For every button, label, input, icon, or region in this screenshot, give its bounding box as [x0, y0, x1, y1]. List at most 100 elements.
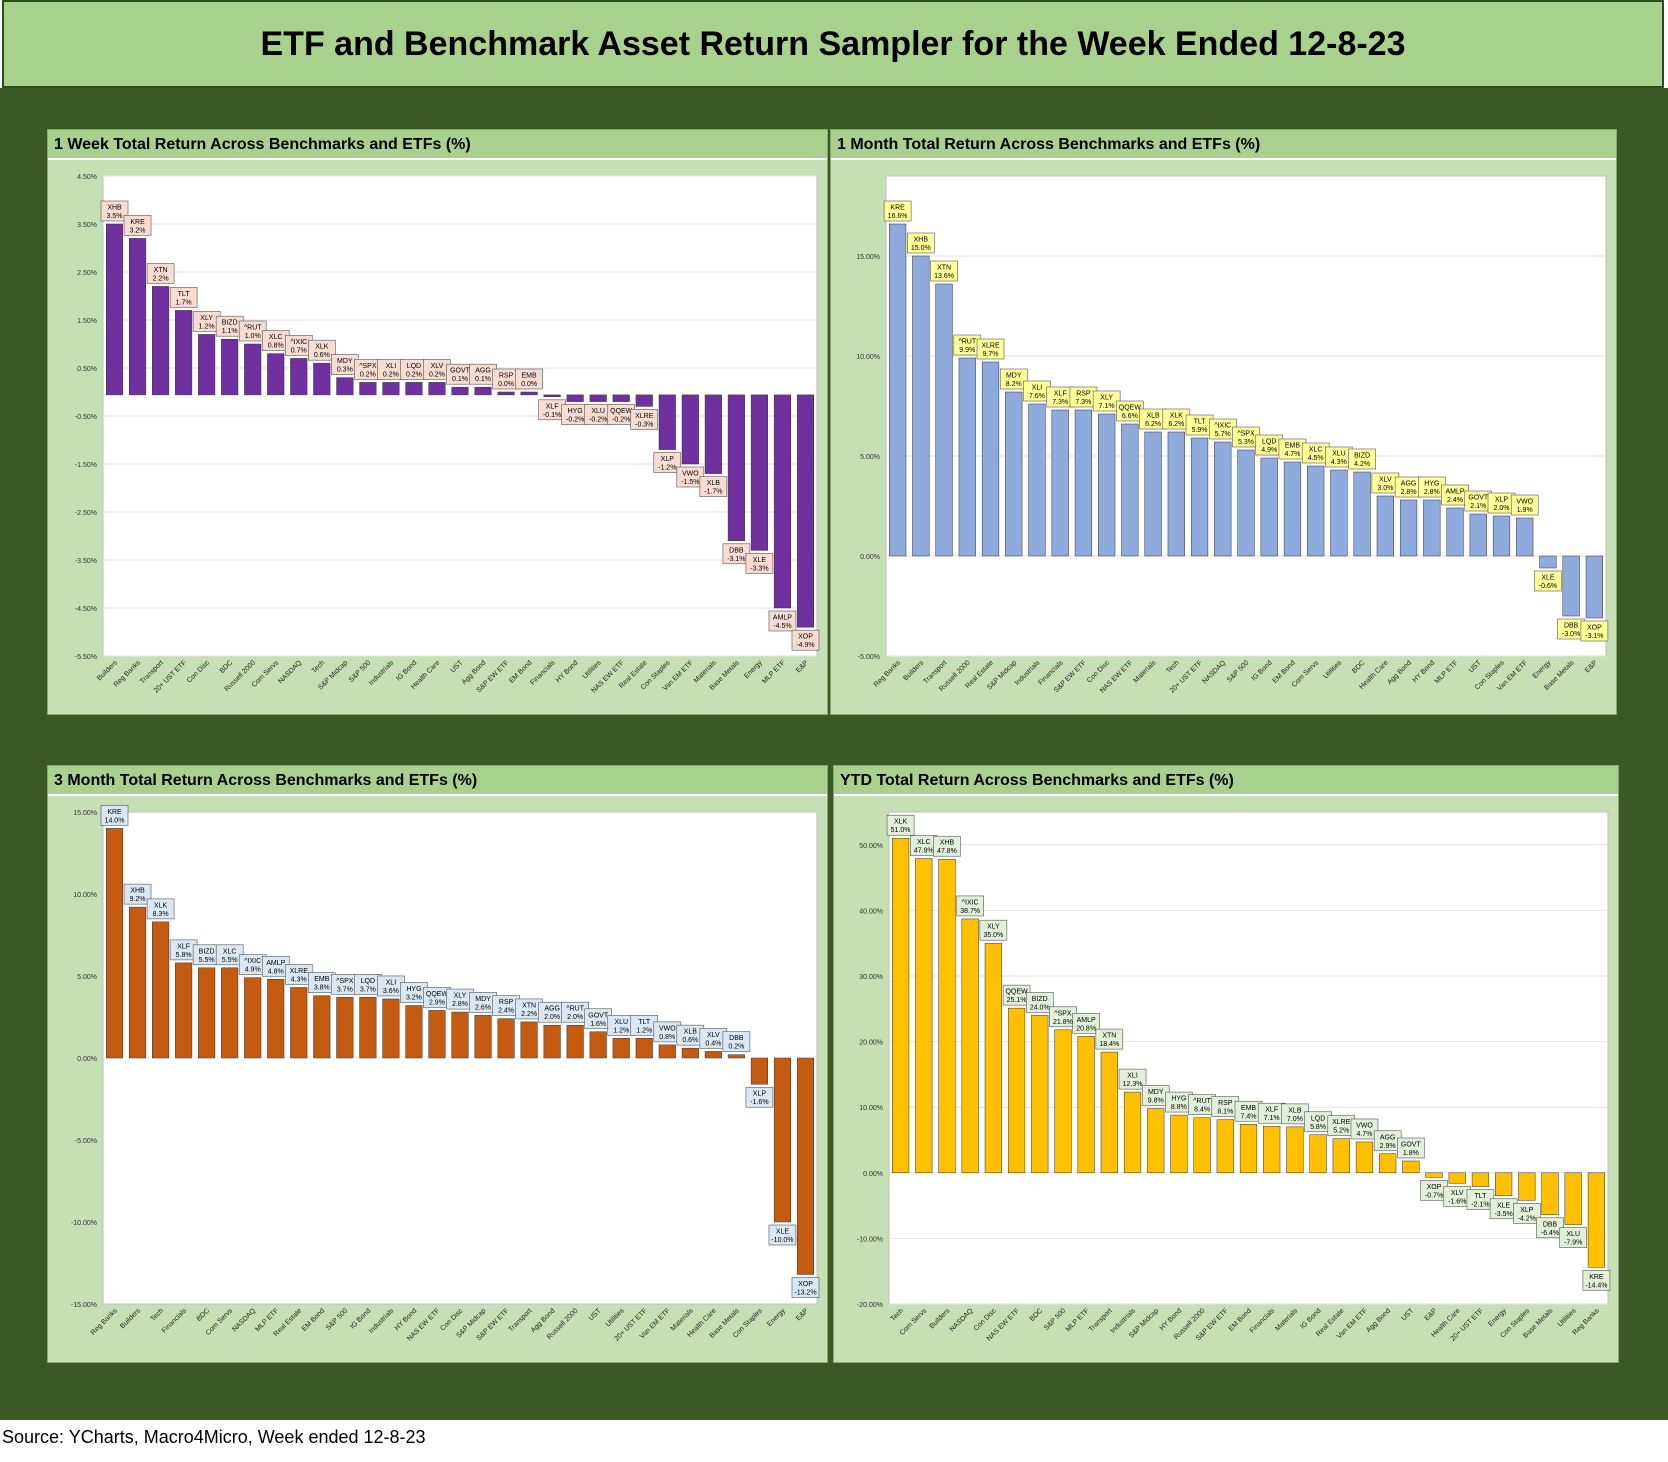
bar — [105, 828, 124, 1059]
data-label-value: 3.6% — [383, 988, 399, 995]
data-label-ticker: XOP — [1587, 625, 1602, 632]
data-label-box — [791, 1277, 820, 1298]
x-category-label: S&P 500 — [1226, 659, 1250, 683]
y-tick-label: 4.50% — [77, 174, 97, 181]
data-label-box — [100, 200, 129, 222]
x-category-label: NASDAQ — [1201, 659, 1227, 685]
data-label-box — [699, 476, 728, 497]
data-label-value: 47.8% — [937, 848, 957, 855]
data-label-ticker: XTN — [937, 265, 951, 272]
bar — [589, 394, 607, 402]
data-label-ticker: AMLP — [266, 960, 285, 967]
data-label-value: -0.6% — [1539, 583, 1557, 590]
bar — [750, 394, 768, 551]
data-label-ticker: XLB — [1288, 1107, 1302, 1114]
bar — [451, 1011, 469, 1059]
data-label-box — [930, 260, 958, 282]
bar — [382, 382, 400, 396]
data-label-ticker: HYG — [1171, 1096, 1186, 1103]
data-label-box — [1072, 1013, 1100, 1034]
bar — [1564, 1172, 1582, 1225]
bar — [635, 1038, 653, 1059]
bar — [704, 1051, 722, 1059]
chart-board: 1 Week Total Return Across Benchmarks an… — [0, 88, 1668, 1420]
bar — [1237, 449, 1255, 557]
data-label-value: 18.4% — [1099, 1041, 1119, 1048]
data-label-ticker: AGG — [1380, 1134, 1396, 1141]
data-label-box — [791, 629, 820, 651]
chart-ytd-svg: 50.00% 40.00% 30.00% 20.00% 10.00% 0.00% -10.0… — [857, 811, 1611, 1343]
data-label-ticker: QQEW — [1005, 989, 1028, 996]
y-tick-label: 0.00% — [860, 554, 880, 561]
x-category-label: Energy — [1532, 659, 1553, 680]
data-label-value: 21.8% — [1053, 1019, 1073, 1026]
data-label-ticker: XLC — [917, 839, 931, 846]
data-label-value: 8.8% — [1171, 1104, 1187, 1111]
data-label-ticker: EMB — [522, 373, 538, 380]
data-label-value: -0.7% — [1425, 1192, 1443, 1199]
data-label-ticker: XHB — [107, 205, 122, 212]
data-label-ticker: KRE — [107, 809, 122, 816]
data-label-box — [722, 1031, 751, 1053]
data-label-value: 4.9% — [1261, 447, 1277, 454]
bar — [1355, 1141, 1374, 1174]
bar — [1309, 1134, 1327, 1174]
data-label-value: 0.2% — [728, 1044, 744, 1051]
data-label-value: 4.2% — [1354, 461, 1370, 468]
data-label-ticker: QQEW — [426, 991, 449, 998]
x-category-label: Con Disc — [186, 659, 211, 684]
data-label-ticker: MDY — [1006, 373, 1022, 380]
data-label-box — [515, 368, 543, 390]
bar — [1492, 515, 1511, 557]
data-label-value: 2.0% — [544, 1014, 560, 1021]
data-label-value: 7.1% — [1099, 403, 1115, 410]
data-label-value: -2.1% — [1471, 1202, 1489, 1209]
data-label-ticker: MDY — [1148, 1089, 1164, 1096]
data-label-ticker: XLK — [1170, 413, 1184, 420]
data-label-ticker: TLT — [1474, 1193, 1487, 1200]
data-label-ticker: ^SPX — [359, 363, 377, 370]
bar — [1471, 1172, 1490, 1187]
y-tick-label: 0.00% — [863, 1171, 883, 1178]
data-label-ticker: DBB — [1543, 1221, 1558, 1228]
bar — [1353, 471, 1371, 557]
data-label-box — [1025, 992, 1054, 1013]
bar — [981, 361, 1000, 557]
data-label-ticker: LQD — [1262, 439, 1276, 446]
data-label-ticker: KRE — [1589, 1274, 1604, 1281]
page-title-bar: ETF and Benchmark Asset Return Sampler f… — [2, 0, 1664, 88]
x-category-label: Utilities — [1557, 1307, 1578, 1328]
bar — [221, 967, 239, 1059]
x-category-label: Financials — [1249, 1307, 1277, 1335]
x-category-label: Financials — [161, 1307, 189, 1335]
data-label-ticker: EMB — [1285, 443, 1301, 450]
bar — [612, 1038, 630, 1059]
data-label-box — [146, 898, 175, 920]
data-label-value: 0.0% — [498, 381, 514, 388]
bar — [290, 358, 308, 396]
bar — [267, 353, 285, 396]
x-category-label: E&P — [1584, 659, 1599, 674]
data-label-box — [768, 610, 797, 632]
data-label-box — [933, 835, 961, 857]
bar — [198, 967, 216, 1059]
data-label-ticker: XLY — [454, 993, 467, 1000]
chart-panel-1-week: 1 Week Total Return Across Benchmarks an… — [47, 129, 828, 715]
y-tick-label: -20.00% — [857, 1302, 883, 1309]
data-label-ticker: HYG — [568, 408, 583, 415]
x-category-label: Agg Bond — [1365, 1307, 1392, 1334]
x-category-label: UST — [1400, 1307, 1415, 1322]
data-label-ticker: XLK — [894, 819, 908, 826]
data-label-ticker: BIZD — [199, 948, 215, 955]
data-label-box — [1580, 620, 1609, 642]
data-label-value: 8.1% — [1217, 1109, 1233, 1116]
bar — [336, 377, 354, 396]
data-label-value: 5.8% — [176, 952, 192, 959]
data-label-value: 3.7% — [360, 986, 376, 993]
bar — [428, 1010, 446, 1059]
bar — [1077, 1036, 1095, 1174]
data-label-ticker: XOP — [798, 634, 813, 641]
y-tick-label: -5.50% — [75, 654, 97, 661]
chart-panel-ytd: YTD Total Return Across Benchmarks and E… — [833, 765, 1619, 1363]
data-label-value: 0.1% — [452, 376, 468, 383]
